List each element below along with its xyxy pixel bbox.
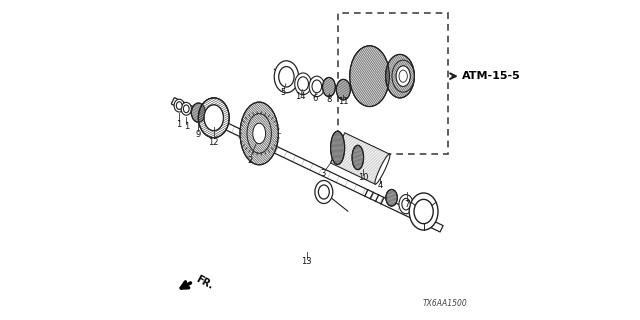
Polygon shape (330, 133, 390, 184)
Ellipse shape (396, 66, 410, 86)
Text: 1: 1 (176, 120, 181, 129)
Ellipse shape (396, 66, 410, 86)
Ellipse shape (385, 54, 414, 98)
Ellipse shape (181, 102, 191, 115)
Text: TX6AA1500: TX6AA1500 (422, 299, 467, 308)
Text: 14: 14 (296, 92, 306, 101)
Ellipse shape (319, 185, 330, 199)
Ellipse shape (204, 105, 223, 131)
Text: 8: 8 (326, 95, 332, 104)
Text: 1: 1 (184, 122, 189, 131)
Text: 7: 7 (404, 200, 410, 209)
Ellipse shape (198, 98, 229, 138)
Ellipse shape (399, 195, 413, 214)
Ellipse shape (386, 189, 397, 206)
Ellipse shape (204, 105, 223, 131)
Text: 9: 9 (195, 130, 200, 139)
Ellipse shape (402, 198, 410, 210)
Ellipse shape (274, 61, 298, 93)
Ellipse shape (312, 80, 322, 93)
Bar (338, 13, 448, 154)
Text: 5: 5 (280, 88, 286, 97)
Text: 3: 3 (321, 169, 326, 178)
Polygon shape (172, 98, 443, 232)
Ellipse shape (409, 193, 438, 230)
Ellipse shape (184, 105, 189, 113)
Text: 6: 6 (312, 94, 318, 103)
Ellipse shape (392, 60, 414, 92)
Ellipse shape (331, 131, 345, 164)
Ellipse shape (198, 98, 229, 138)
Text: ATM-15-5: ATM-15-5 (463, 71, 521, 81)
Text: FR.: FR. (195, 274, 215, 291)
Text: 12: 12 (209, 138, 219, 147)
Ellipse shape (253, 123, 266, 144)
Ellipse shape (323, 77, 335, 97)
Ellipse shape (294, 73, 311, 95)
Ellipse shape (349, 46, 389, 107)
Ellipse shape (298, 77, 308, 91)
Ellipse shape (399, 70, 407, 82)
Ellipse shape (315, 180, 333, 204)
Ellipse shape (191, 103, 205, 122)
Ellipse shape (352, 145, 364, 170)
Ellipse shape (337, 79, 351, 100)
Text: 13: 13 (301, 257, 312, 266)
Ellipse shape (177, 102, 182, 109)
Text: 4: 4 (378, 181, 383, 190)
Ellipse shape (309, 76, 324, 97)
Ellipse shape (174, 99, 184, 112)
Ellipse shape (414, 199, 433, 224)
Ellipse shape (279, 67, 294, 87)
Ellipse shape (375, 154, 390, 184)
Ellipse shape (247, 114, 271, 153)
Ellipse shape (240, 102, 278, 165)
Text: 2: 2 (247, 156, 252, 164)
Text: 10: 10 (358, 173, 369, 182)
Text: 11: 11 (338, 97, 348, 106)
